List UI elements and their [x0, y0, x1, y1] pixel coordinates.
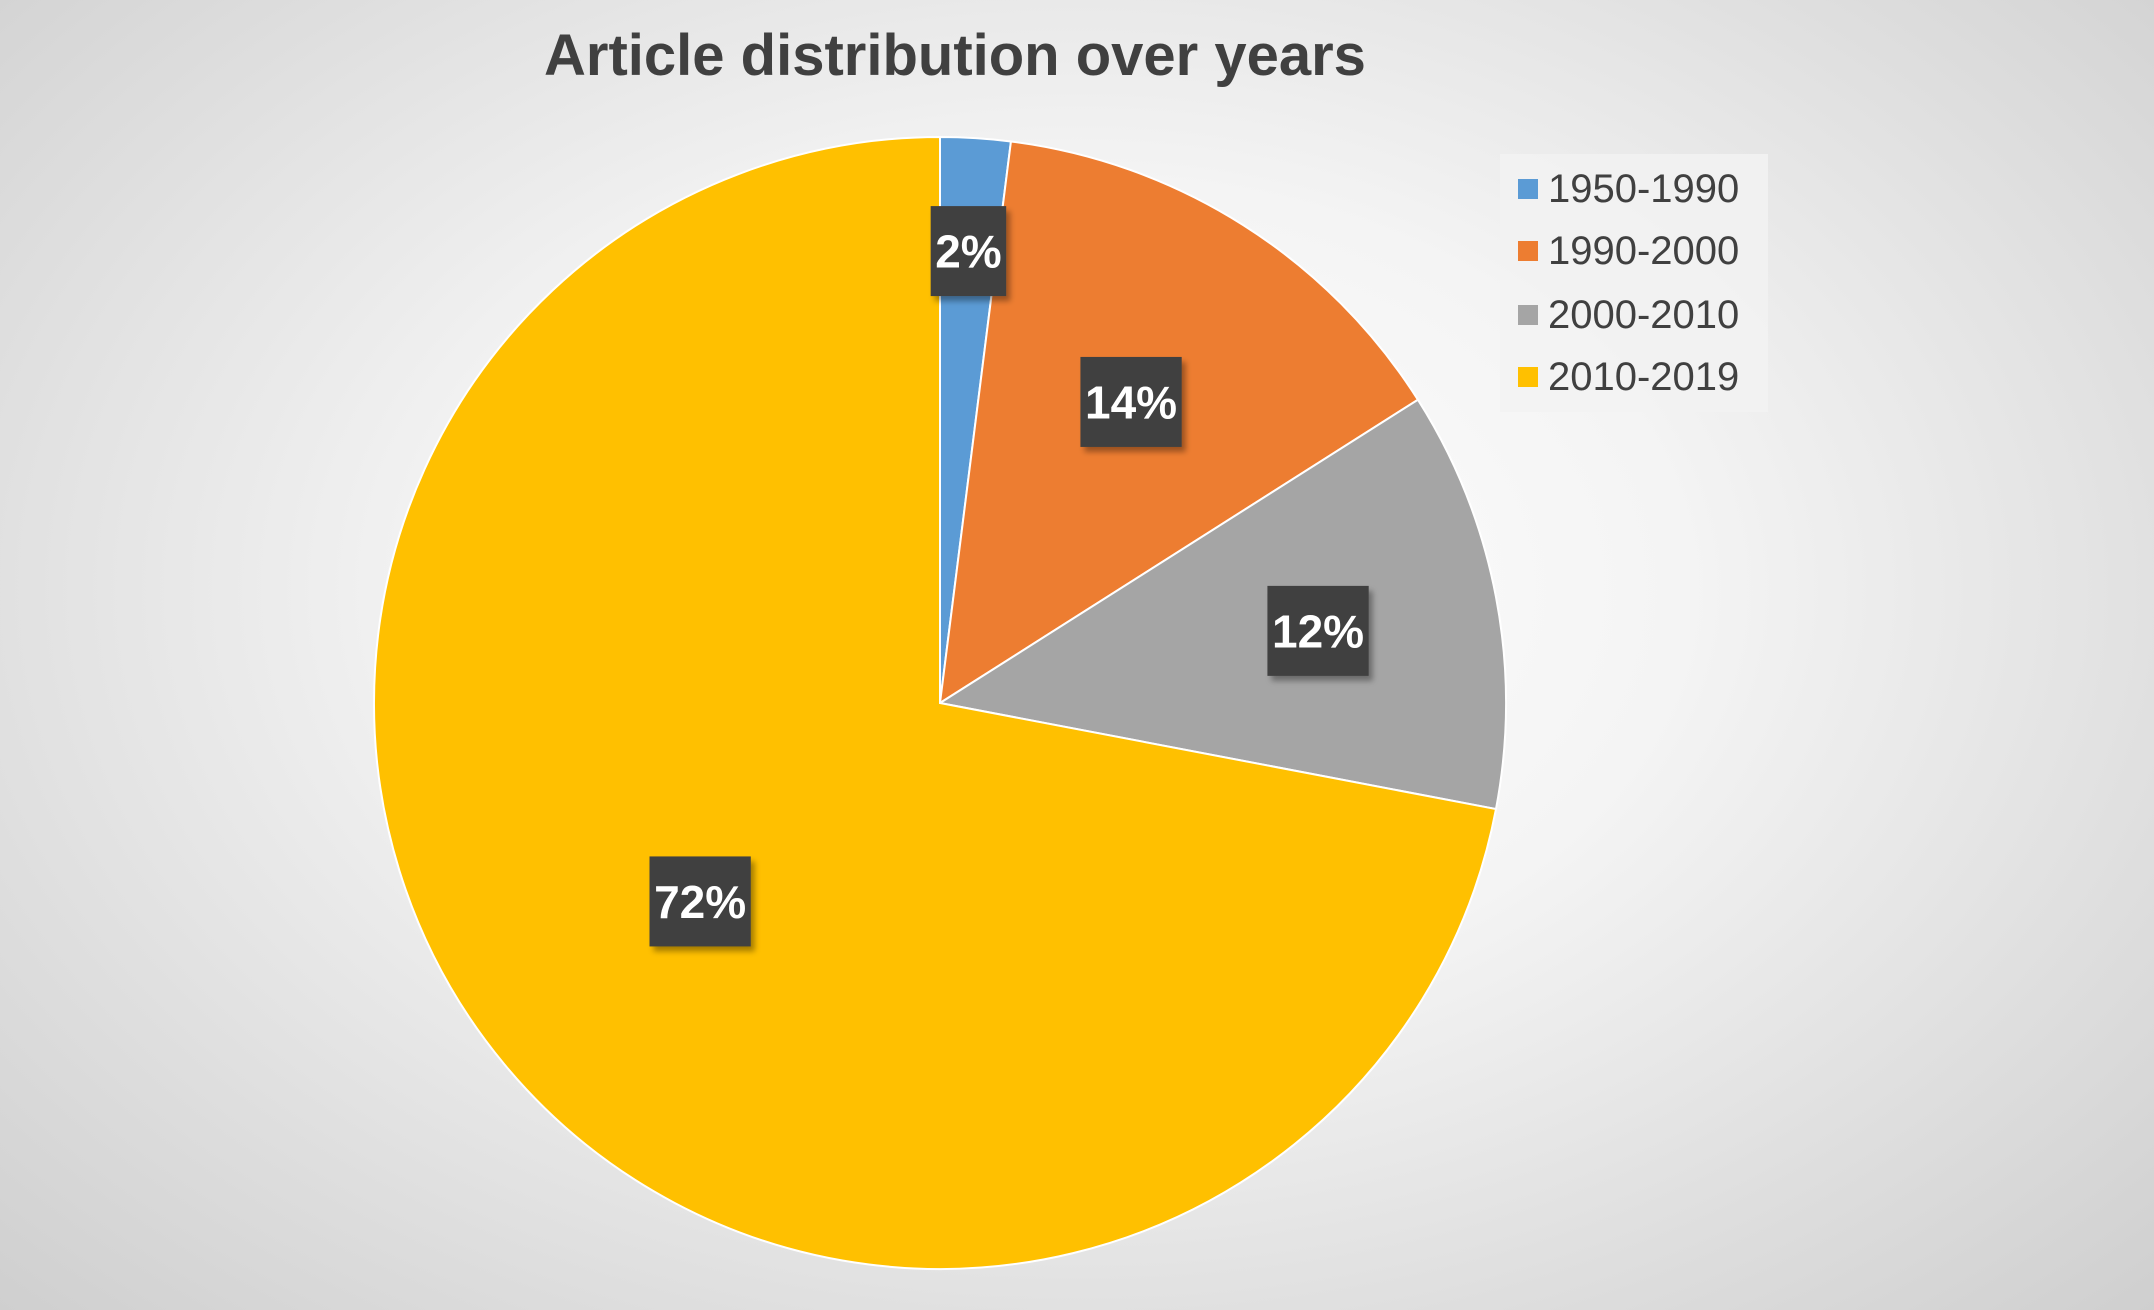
- legend-swatch: [1518, 241, 1538, 261]
- data-label-text: 12%: [1272, 605, 1364, 657]
- legend-item-2010-2019: 2010-2019: [1518, 352, 1739, 402]
- pie-slice-2000-2010: [937, 398, 1507, 811]
- data-label-text: 14%: [1085, 376, 1177, 428]
- legend-label: 1950-1990: [1548, 166, 1740, 211]
- data-label-text: 2%: [935, 226, 1001, 278]
- data-label-box: [930, 206, 1007, 297]
- legend-label: 2010-2019: [1548, 354, 1740, 399]
- pie-data-labels: 2% 14% 12% 72%: [649, 206, 1369, 947]
- data-label-box: [649, 856, 751, 947]
- pie-slice-2010-2019: [373, 135, 1498, 1270]
- legend-label: 1990-2000: [1548, 228, 1740, 273]
- chart-title: Article distribution over years: [544, 23, 1366, 88]
- legend-swatch: [1518, 179, 1538, 199]
- data-label-text: 72%: [654, 876, 746, 928]
- data-label-box: [1267, 585, 1369, 676]
- legend-item-1990-2000: 1990-2000: [1518, 226, 1739, 276]
- legend-item-1950-1990: 1950-1990: [1518, 164, 1739, 214]
- legend: 1950-1990 1990-2000 2000-2010 2010-2019: [1500, 154, 1768, 412]
- legend-item-2000-2010: 2000-2010: [1518, 290, 1739, 340]
- data-label-1990-2000: 14%: [1080, 356, 1182, 447]
- data-label-2000-2010: 12%: [1267, 585, 1369, 676]
- legend-swatch: [1518, 367, 1538, 387]
- data-label-2010-2019: 72%: [649, 856, 751, 947]
- pie-slices: [373, 135, 1507, 1270]
- legend-swatch: [1518, 305, 1538, 325]
- legend-label: 2000-2010: [1548, 292, 1740, 337]
- data-label-1950-1990: 2%: [930, 206, 1007, 297]
- data-label-box: [1080, 356, 1182, 447]
